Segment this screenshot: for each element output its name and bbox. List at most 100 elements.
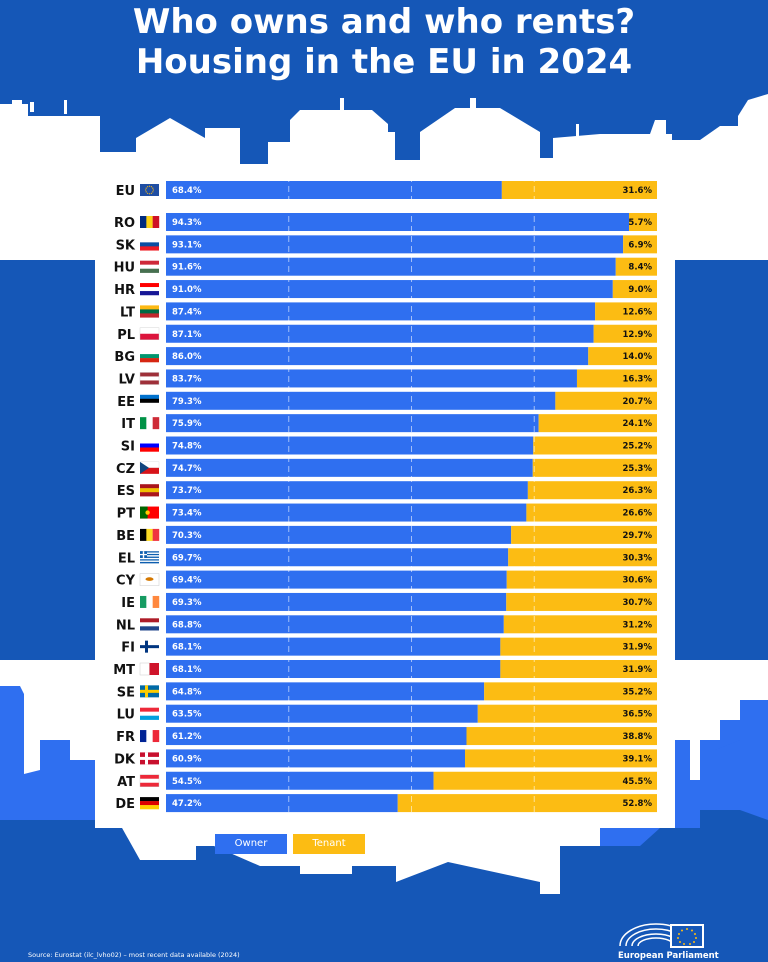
country-label-hu: HU xyxy=(114,261,135,276)
flag-stripe xyxy=(140,467,159,474)
flag-stripe xyxy=(140,268,159,273)
flag-stripe xyxy=(152,216,160,228)
flag-se-icon xyxy=(140,685,159,698)
owner-bar-lu xyxy=(166,704,478,723)
country-label-el: EL xyxy=(118,551,135,566)
flag-it-icon xyxy=(140,417,160,430)
flag-stripe xyxy=(146,528,153,541)
flag-stripe xyxy=(140,260,159,265)
title-line-1: Who owns and who rents? xyxy=(132,2,636,42)
owner-bar-sk xyxy=(166,235,624,254)
flag-bg-icon xyxy=(140,350,159,363)
tenant-value-label-si: 25.2% xyxy=(623,442,653,452)
tenant-value-label-bg: 14.0% xyxy=(623,352,653,362)
tenant-value-label-el: 30.3% xyxy=(623,553,653,563)
flag-stripe xyxy=(140,555,159,557)
owner-value-label-pt: 73.4% xyxy=(172,509,202,519)
tenant-bar-fr xyxy=(466,727,657,746)
owner-value-label-si: 74.8% xyxy=(172,442,202,452)
flag-stripe xyxy=(140,443,159,448)
owner-bar-pt xyxy=(166,503,527,522)
owner-bar-fr xyxy=(166,727,467,746)
flag-stripe xyxy=(140,553,159,556)
flag-stripe xyxy=(140,557,159,560)
owner-value-label-el: 69.7% xyxy=(172,553,202,563)
flag-stripe xyxy=(140,561,159,564)
tenant-bar-ee xyxy=(555,391,657,410)
flag-lu-icon xyxy=(140,707,159,720)
tenant-bar-nl xyxy=(503,615,657,634)
owner-bar-dk xyxy=(166,749,466,768)
stacked-bar-chart: EU 68.4% 31.6% RO 94.3% 5.7% SK 93.1% 6.9% HU 91.6… xyxy=(113,176,657,818)
tenant-value-label-cy: 30.6% xyxy=(623,576,653,586)
flag-stripe xyxy=(140,327,159,334)
flag-stripe xyxy=(146,216,153,228)
country-label-at: AT xyxy=(117,775,135,790)
tenant-bar-ro xyxy=(629,213,657,231)
owner-bar-de xyxy=(166,794,398,813)
owner-bar-lv xyxy=(166,369,577,388)
owner-value-label-se: 64.8% xyxy=(172,687,202,697)
tenant-bar-se xyxy=(484,682,657,701)
country-label-pt: PT xyxy=(117,507,136,522)
flag-si-icon xyxy=(140,439,159,452)
flag-stripe xyxy=(139,662,150,676)
flag-stripe xyxy=(140,711,159,716)
flag-el-icon xyxy=(140,551,159,564)
owner-value-label-de: 47.2% xyxy=(172,799,202,809)
tenant-value-label-fi: 31.9% xyxy=(623,643,653,653)
flag-stripe xyxy=(140,782,159,787)
flag-stripe xyxy=(140,730,147,743)
flag-lt-icon xyxy=(140,305,159,318)
country-label-se: SE xyxy=(117,685,135,700)
owner-bar-be xyxy=(166,525,512,544)
country-label-bg: BG xyxy=(114,350,135,365)
flag-ie-icon xyxy=(140,595,160,608)
tenant-value-label-it: 24.1% xyxy=(623,419,653,429)
flag-stripe xyxy=(140,333,159,340)
flag-stripe xyxy=(140,805,159,810)
flag-stripe xyxy=(140,556,159,559)
owner-value-label-fr: 61.2% xyxy=(172,732,202,742)
flag-cross-h xyxy=(140,645,159,649)
flag-star xyxy=(150,186,152,188)
flag-be-icon xyxy=(140,528,160,541)
flag-star xyxy=(148,185,151,187)
chart-panel: EU 68.4% 31.6% RO 94.3% 5.7% SK 93.1% 6.9% HU 91.6… xyxy=(95,168,675,828)
flag-star xyxy=(147,192,149,194)
country-label-eu: EU xyxy=(116,184,135,199)
owner-bar-se xyxy=(166,682,485,701)
flag-stripe xyxy=(152,595,160,608)
tenant-bar-pl xyxy=(593,324,657,343)
flag-pl-icon xyxy=(139,327,160,340)
tenant-bar-hu xyxy=(615,257,657,276)
flag-stripe xyxy=(140,350,159,355)
tenant-value-label-mt: 31.9% xyxy=(623,665,653,675)
flag-nl-icon xyxy=(140,618,159,631)
owner-value-label-it: 75.9% xyxy=(172,419,202,429)
owner-value-label-mt: 68.1% xyxy=(172,665,202,675)
country-label-es: ES xyxy=(117,484,135,499)
tenant-value-label-lv: 16.3% xyxy=(623,374,653,384)
tenant-value-label-sk: 6.9% xyxy=(628,240,652,250)
tenant-bar-at xyxy=(433,771,657,790)
owner-bar-cy xyxy=(166,570,507,589)
flag-stripe xyxy=(140,372,159,377)
country-label-si: SI xyxy=(121,440,135,455)
owner-value-label-lv: 83.7% xyxy=(172,374,202,384)
country-label-ie: IE xyxy=(121,596,135,611)
flag-stripe xyxy=(152,528,160,541)
owner-value-label-fi: 68.1% xyxy=(172,643,202,653)
flag-star xyxy=(148,193,151,195)
legend-tenant-label: Tenant xyxy=(312,838,346,849)
tenant-bar-lv xyxy=(576,369,657,388)
flag-stripe xyxy=(140,402,159,407)
flag-stripe xyxy=(140,484,159,489)
flag-star xyxy=(145,189,147,191)
flag-stripe xyxy=(140,242,159,247)
flag-star xyxy=(152,191,154,193)
owner-value-label-hu: 91.6% xyxy=(172,263,202,273)
owner-bar-cz xyxy=(166,458,533,477)
owner-value-label-lu: 63.5% xyxy=(172,710,202,720)
